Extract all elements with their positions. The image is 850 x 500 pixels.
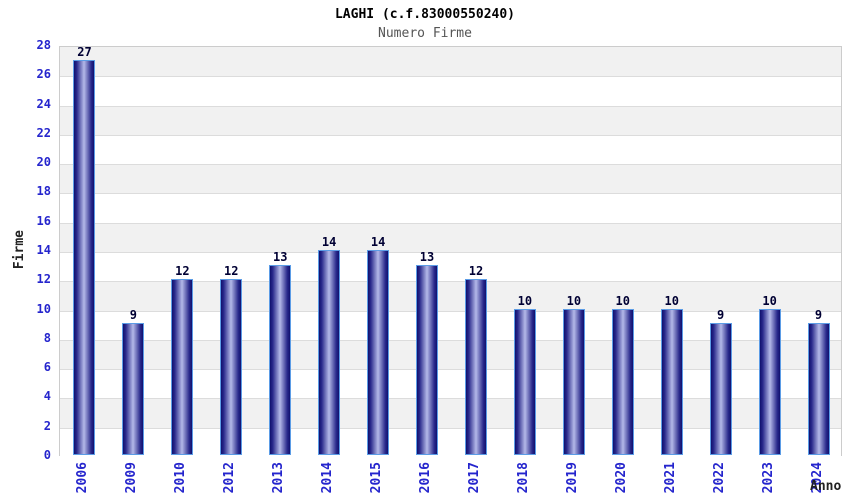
gridline xyxy=(60,222,841,224)
bar-2016 xyxy=(416,265,439,455)
gridline xyxy=(60,398,841,400)
x-tick-label-2020: 2020 xyxy=(613,462,629,494)
gridline xyxy=(60,339,841,341)
y-tick-label: 6 xyxy=(43,360,51,375)
bar-value-label: 9 xyxy=(717,308,725,322)
bar-value-label: 10 xyxy=(615,294,630,308)
y-tick-label: 0 xyxy=(43,448,51,462)
bar-2022 xyxy=(709,323,732,455)
gridline xyxy=(60,105,841,107)
gridline xyxy=(60,193,841,195)
bar-value-label: 12 xyxy=(175,264,190,278)
bar-value-label: 13 xyxy=(419,250,435,264)
x-tick-label-2019: 2019 xyxy=(564,462,580,494)
y-tick-label: 20 xyxy=(36,155,51,170)
bar-2017 xyxy=(464,279,487,455)
bar-value-label: 27 xyxy=(77,45,92,59)
bar-2006 xyxy=(73,60,96,455)
bar-2020 xyxy=(611,309,634,455)
gridline xyxy=(60,281,841,283)
gridline xyxy=(60,310,841,312)
bar-value-label: 9 xyxy=(129,308,138,322)
x-tick-label-2010: 2010 xyxy=(173,462,189,494)
y-tick-label: 8 xyxy=(43,330,51,345)
plot-band xyxy=(60,47,841,77)
plot-band xyxy=(60,164,841,194)
bar-value-label: 10 xyxy=(517,294,533,308)
bar-value-label: 14 xyxy=(321,235,337,249)
bar-2018 xyxy=(513,309,536,455)
bar-value-label: 12 xyxy=(468,264,484,278)
plot-band xyxy=(60,105,841,135)
y-tick-label: 10 xyxy=(36,301,51,316)
y-tick-label: 22 xyxy=(36,125,51,140)
bar-value-label: 12 xyxy=(224,264,239,278)
y-tick-label: 26 xyxy=(36,67,51,82)
bar-2024 xyxy=(807,323,830,455)
chart-title: LAGHI (c.f.83000550240) xyxy=(334,7,515,22)
x-tick-label-2013: 2013 xyxy=(271,462,287,494)
x-tick-label-2014: 2014 xyxy=(320,462,336,494)
x-tick-label-2023: 2023 xyxy=(760,462,776,494)
gridline xyxy=(60,76,841,78)
x-tick-label-2015: 2015 xyxy=(369,462,385,494)
bar-2019 xyxy=(562,309,585,455)
bar-2014 xyxy=(318,250,341,455)
x-tick-label-2016: 2016 xyxy=(418,462,434,494)
bar-value-label: 13 xyxy=(272,250,288,264)
bar-value-label: 9 xyxy=(814,308,823,322)
bar-2012 xyxy=(220,279,243,455)
x-tick-label-2012: 2012 xyxy=(222,462,238,494)
bar-value-label: 10 xyxy=(762,294,777,308)
y-tick-label: 2 xyxy=(43,418,51,433)
bar-value-label: 14 xyxy=(370,235,386,249)
x-tick-label-2022: 2022 xyxy=(711,462,727,494)
y-tick-label: 14 xyxy=(36,243,51,257)
bar-2010 xyxy=(171,279,194,455)
y-tick-label: 28 xyxy=(36,38,51,52)
bar-2009 xyxy=(122,323,145,455)
x-tick-label-2017: 2017 xyxy=(466,462,482,494)
plot-band xyxy=(60,252,841,282)
bar-value-label: 10 xyxy=(566,294,582,308)
x-axis-label: Anno xyxy=(810,479,842,494)
x-tick-label-2021: 2021 xyxy=(662,462,678,494)
x-tick-label-2018: 2018 xyxy=(515,462,531,494)
plot-band xyxy=(60,222,841,252)
plot-band xyxy=(60,76,841,106)
y-tick-label: 12 xyxy=(36,272,51,287)
gridline xyxy=(60,427,841,429)
y-tick-label: 18 xyxy=(36,184,51,199)
x-tick-label-2006: 2006 xyxy=(75,462,91,494)
bar-value-label: 10 xyxy=(664,294,679,308)
bar-2015 xyxy=(367,250,390,455)
plot-band xyxy=(60,134,841,165)
bar-2023 xyxy=(758,309,781,455)
x-tick-label-2009: 2009 xyxy=(124,462,140,494)
gridline xyxy=(60,134,841,136)
gridline xyxy=(60,164,841,166)
bar-2013 xyxy=(269,265,292,455)
y-tick-label: 24 xyxy=(36,96,51,111)
chart-subtitle: Numero Firme xyxy=(378,26,472,41)
y-tick-label: 16 xyxy=(36,213,51,228)
plot-band xyxy=(60,193,841,223)
gridline xyxy=(60,252,841,253)
bar-2021 xyxy=(660,309,683,455)
plot-area: 27 9 12 12 13 14 14 13 12 10 10 10 10 9 10 9 xyxy=(59,45,842,457)
y-tick-label: 4 xyxy=(43,389,51,404)
gridline xyxy=(60,369,841,371)
